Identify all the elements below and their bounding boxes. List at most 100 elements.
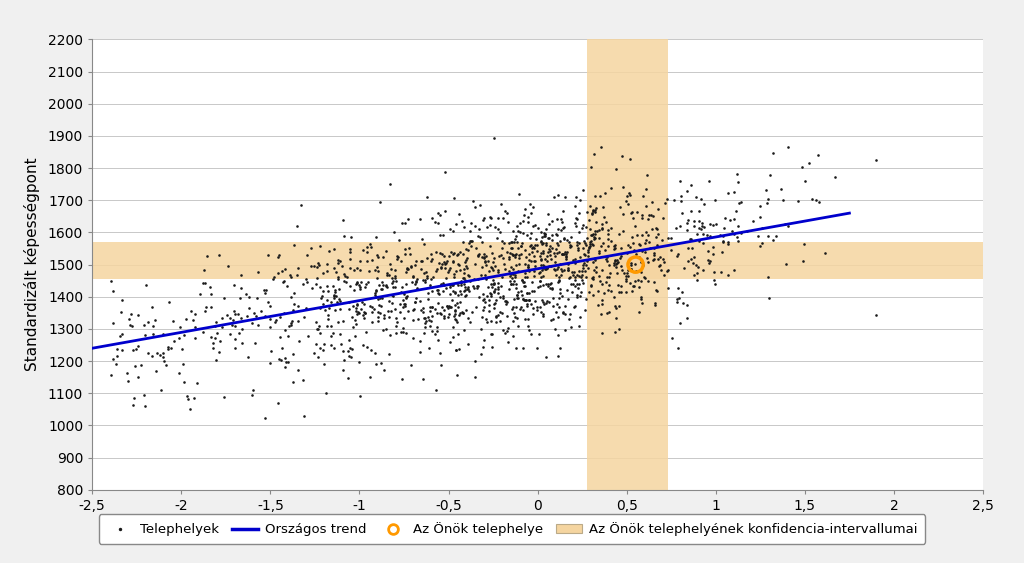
Point [575,236,592,245]
Point [656,270,673,279]
Point [635,191,651,200]
Point [420,289,436,298]
Point [433,281,450,290]
Point [256,312,272,321]
Point [403,263,420,272]
Point [354,310,371,319]
Point [332,304,348,313]
Point [628,249,644,258]
Point [508,302,524,311]
Point [673,191,689,200]
Point [486,262,503,271]
Point [383,306,399,315]
Point [351,256,368,265]
Point [492,293,508,302]
Point [485,280,502,289]
Point [121,315,137,324]
Point [553,215,569,224]
Point [587,192,603,201]
Point [421,316,437,325]
Point [679,301,695,310]
Point [583,280,599,289]
Point [479,318,496,327]
Point [407,297,423,306]
Point [488,318,505,327]
Point [507,272,523,282]
Point [312,241,329,250]
Point [381,271,397,280]
Point [422,306,438,315]
Point [551,344,567,353]
Point [527,221,544,230]
Point [341,264,357,273]
Point [573,288,590,297]
Point [442,281,459,290]
Point [508,260,524,269]
Point [233,324,250,333]
Point [730,222,746,231]
Point [401,250,418,259]
Point [691,217,708,226]
Point [511,189,527,198]
Point [247,338,263,347]
Point [534,236,550,245]
Point [546,193,562,202]
Point [318,321,335,330]
Point [637,248,653,257]
Point [646,248,663,257]
Point [520,315,537,324]
Point [543,254,559,263]
Point [386,228,402,237]
Point [479,291,496,300]
Point [652,252,669,261]
Point [569,279,586,288]
Point [401,243,418,252]
Point [424,327,440,336]
Point [197,278,213,287]
Point [544,244,560,253]
Point [412,296,428,305]
Point [571,208,588,217]
Point [504,305,520,314]
Point [551,247,567,256]
Point [574,243,591,252]
Point [404,306,421,315]
Point [599,242,615,251]
Point [599,253,615,262]
Point [195,327,211,336]
Point [322,246,338,255]
Point [826,173,843,182]
Point [706,275,722,284]
Point [505,226,521,235]
Point [489,310,506,319]
Point [612,202,629,211]
Point [701,220,718,229]
Point [683,235,699,244]
Point [679,186,695,195]
Point [445,193,462,202]
Point [484,329,501,338]
Point [641,210,657,219]
Point [591,234,607,243]
Point [476,213,493,222]
Point [353,305,370,314]
Point [458,306,474,315]
Point [610,257,627,266]
Point [689,229,706,238]
Point [777,219,794,228]
Point [239,311,255,320]
Point [624,265,640,274]
Point [441,283,458,292]
Point [599,309,615,318]
Point [646,277,663,286]
Point [364,307,380,316]
Point [591,249,607,258]
Point [559,260,575,269]
Point [416,269,432,278]
Point [410,283,426,292]
Point [285,349,301,358]
Point [574,221,591,230]
Point [219,311,236,320]
Point [587,253,603,262]
Point [335,365,351,374]
